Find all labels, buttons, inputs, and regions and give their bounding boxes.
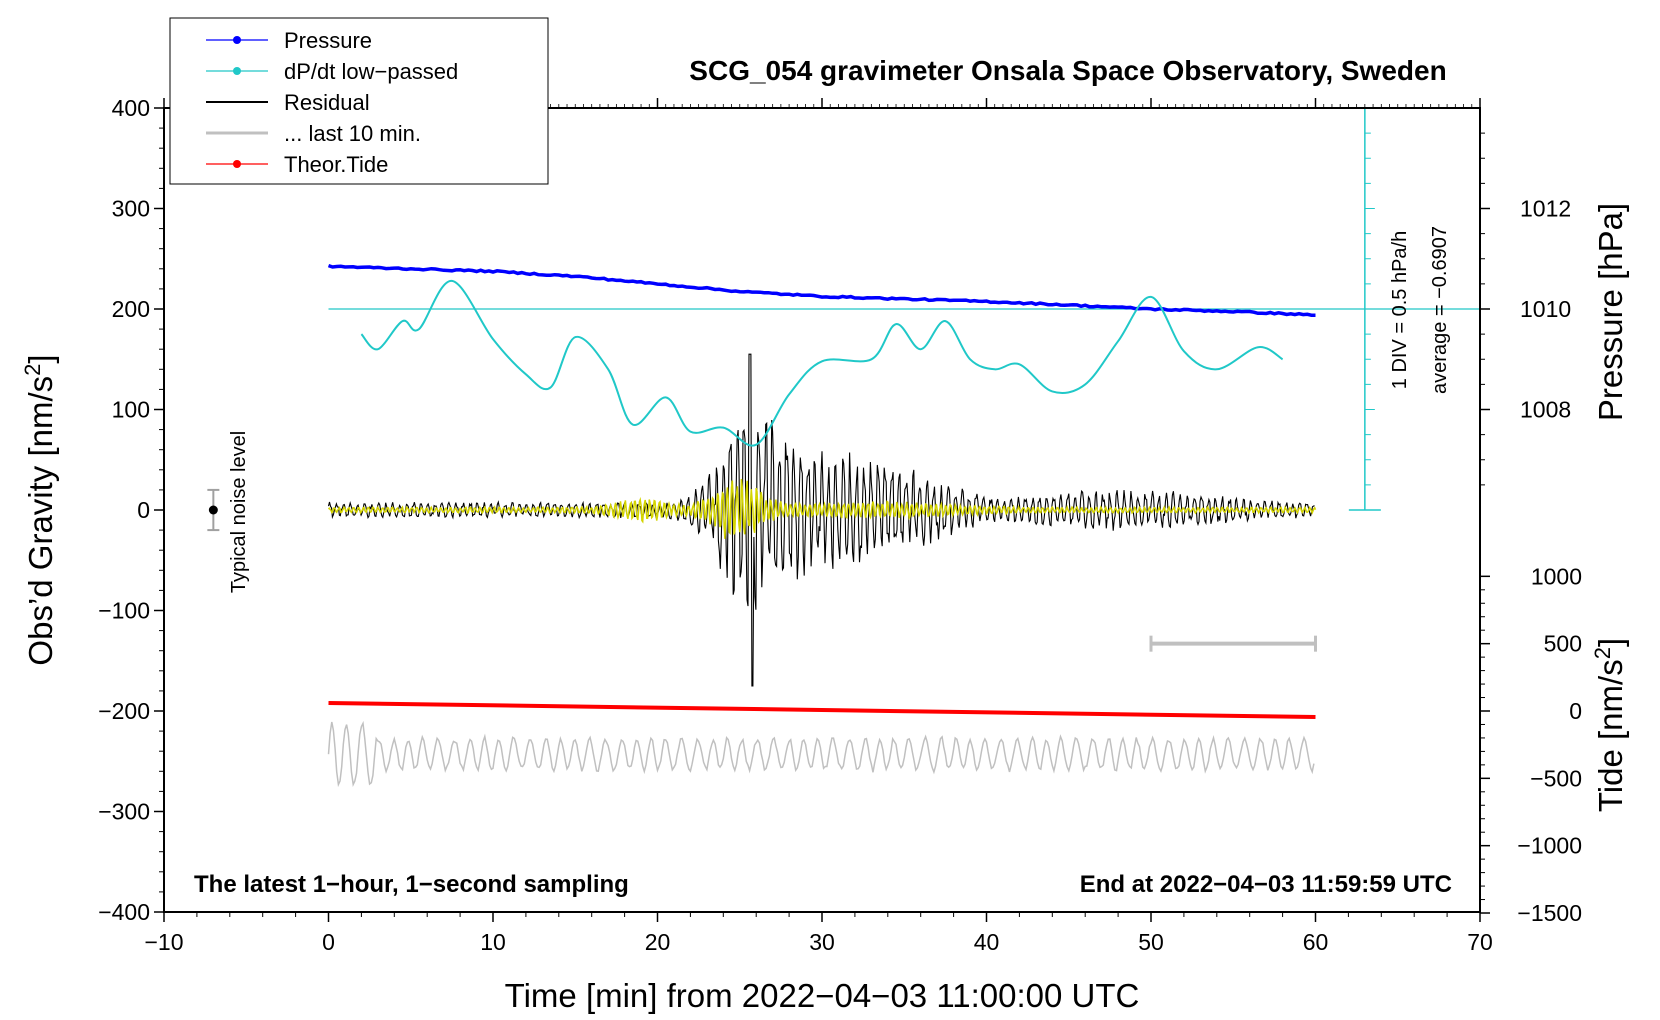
legend-marker (233, 160, 241, 168)
x-tick-label: 0 (322, 929, 335, 955)
x-tick-label: −10 (144, 929, 183, 955)
x-axis-title: Time [min] from 2022−04−03 11:00:00 UTC (505, 977, 1140, 1014)
high-frequency-line (327, 478, 1317, 539)
y-tick-label: −400 (98, 899, 150, 925)
x-tick-label: 60 (1303, 929, 1329, 955)
y-tick-label: 400 (112, 95, 150, 121)
chart-title: SCG_054 gravimeter Onsala Space Observat… (689, 55, 1446, 86)
right-axis-layer: 1012 1010 1008 1000 500 0 −500 −1000 −1500 (1480, 132, 1582, 926)
y-tick-label: 100 (112, 397, 150, 423)
tide-tick-label: 1000 (1531, 563, 1582, 589)
pressure-tick-label: 1010 (1520, 296, 1571, 322)
legend: Pressure dP/dt low−passed Residual ... last… (169, 17, 549, 185)
y-tick-label: 200 (112, 296, 150, 322)
x-tick-label: 20 (645, 929, 671, 955)
pressure-tick-label: 1008 (1520, 397, 1571, 423)
y-axis-title-tide: Tide [nm/s2] (1590, 638, 1630, 812)
y-tick-label: 300 (112, 196, 150, 222)
x-tick-label: 50 (1138, 929, 1164, 955)
tide-tick-label: −500 (1530, 765, 1582, 791)
legend-label: Theor.Tide (284, 152, 388, 177)
tide-tick-label: 0 (1569, 698, 1582, 724)
tide-tick-label: −1500 (1517, 900, 1582, 926)
y-tick-label: 0 (137, 497, 150, 523)
legend-label: Residual (284, 90, 370, 115)
legend-label: Pressure (284, 28, 372, 53)
legend-label: ... last 10 min. (284, 121, 421, 146)
y-tick-label: −300 (98, 799, 150, 825)
x-tick-label: 10 (480, 929, 506, 955)
plot-area (164, 108, 1480, 912)
tide-tick-label: 500 (1544, 631, 1582, 657)
y-tick-label: −100 (98, 598, 150, 624)
y-tick-label: −200 (98, 698, 150, 724)
trace-layer (207, 107, 1480, 788)
noise-level-label: Typical noise level (228, 431, 250, 593)
pressure-line (327, 263, 1316, 317)
footer-left: The latest 1−hour, 1−second sampling (194, 871, 629, 898)
footer-right: End at 2022−04−03 11:59:59 UTC (1080, 871, 1452, 898)
x-tick-label: 40 (974, 929, 1000, 955)
scale-bar-label-div: 1 DIV = 0.5 hPa/h (1389, 231, 1411, 389)
tide-tick-label: −1000 (1517, 833, 1582, 859)
pressure-tick-label: 1012 (1520, 196, 1571, 222)
noise-point (208, 505, 218, 515)
y-axis-title-pressure: Pressure [hPa] (1592, 203, 1629, 421)
scale-bar-label-average: average = −0.6907 (1429, 226, 1451, 394)
legend-marker (233, 36, 241, 44)
legend-label: dP/dt low−passed (284, 59, 458, 84)
dpdt-line (360, 279, 1284, 447)
last-10-min-line (327, 720, 1315, 788)
y-axis-title-left: Obs’d Gravity [nm/s2] (20, 354, 60, 665)
x-tick-label: 30 (809, 929, 835, 955)
legend-marker (233, 67, 241, 75)
x-tick-label: 70 (1467, 929, 1493, 955)
tide-line (328, 700, 1316, 720)
